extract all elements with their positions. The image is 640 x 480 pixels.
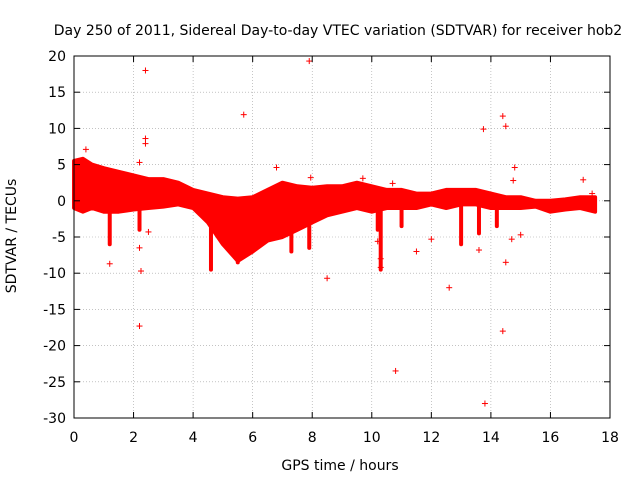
data-point (446, 284, 453, 291)
data-point (142, 67, 149, 74)
x-tick-label: 4 (189, 430, 198, 446)
data-point (510, 177, 517, 184)
x-tick-label: 2 (129, 430, 138, 446)
axis-ticks: 0 2 4 6 8 10 12 14 16 18 -30 -25 -20 -15 -10 -5 0 5 10 15 20 (43, 49, 619, 446)
data-point (145, 228, 152, 235)
y-tick-label: -30 (43, 411, 66, 427)
data-point (136, 244, 143, 251)
data-point (502, 123, 509, 130)
data-point (413, 248, 420, 255)
y-tick-label: -20 (43, 339, 66, 355)
data-point (273, 164, 280, 171)
x-tick-label: 6 (248, 430, 257, 446)
data-point (106, 260, 113, 267)
data-point (307, 174, 314, 181)
data-point (136, 159, 143, 166)
y-tick-label: 20 (48, 49, 66, 65)
y-tick-label: -15 (43, 302, 66, 318)
data-point (499, 113, 506, 120)
data-points (72, 58, 598, 407)
data-point (240, 111, 247, 118)
data-point (142, 140, 149, 147)
data-point (258, 192, 265, 199)
data-point (142, 135, 149, 142)
data-point (499, 328, 506, 335)
data-point (502, 259, 509, 266)
x-tick-label: 18 (601, 430, 619, 446)
x-tick-label: 14 (482, 430, 500, 446)
x-tick-label: 10 (363, 430, 381, 446)
data-point (511, 164, 518, 171)
y-tick-label: 15 (48, 85, 66, 101)
data-point (377, 264, 384, 271)
data-point (490, 194, 497, 201)
y-tick-label: -5 (52, 230, 66, 246)
x-tick-label: 0 (70, 430, 79, 446)
data-point (82, 146, 89, 153)
x-tick-label: 12 (422, 430, 440, 446)
x-axis-label: GPS time / hours (281, 458, 398, 474)
data-point (475, 247, 482, 254)
data-point (377, 255, 384, 262)
chart-title: Day 250 of 2011, Sidereal Day-to-day VTE… (54, 23, 622, 39)
data-point (508, 236, 515, 243)
data-point (480, 126, 487, 133)
dense-data-band (72, 156, 598, 263)
y-tick-label: -10 (43, 266, 66, 282)
data-point (428, 236, 435, 243)
y-axis-label: SDTVAR / TECUs (4, 179, 20, 294)
data-point (580, 176, 587, 183)
x-tick-label: 8 (308, 430, 317, 446)
y-tick-label: 0 (57, 194, 66, 210)
data-point (589, 190, 596, 197)
data-point (136, 323, 143, 330)
data-point (324, 275, 331, 282)
y-tick-label: 5 (57, 158, 66, 174)
data-point (374, 238, 381, 245)
grid-lines (74, 56, 610, 418)
y-tick-label: -25 (43, 375, 66, 391)
data-point (359, 175, 366, 182)
data-point (517, 231, 524, 238)
data-point (306, 58, 313, 65)
x-tick-label: 16 (542, 430, 560, 446)
data-point (481, 400, 488, 407)
y-tick-label: 10 (48, 121, 66, 137)
data-point (138, 268, 144, 275)
data-point (392, 367, 399, 374)
data-point (389, 180, 396, 187)
